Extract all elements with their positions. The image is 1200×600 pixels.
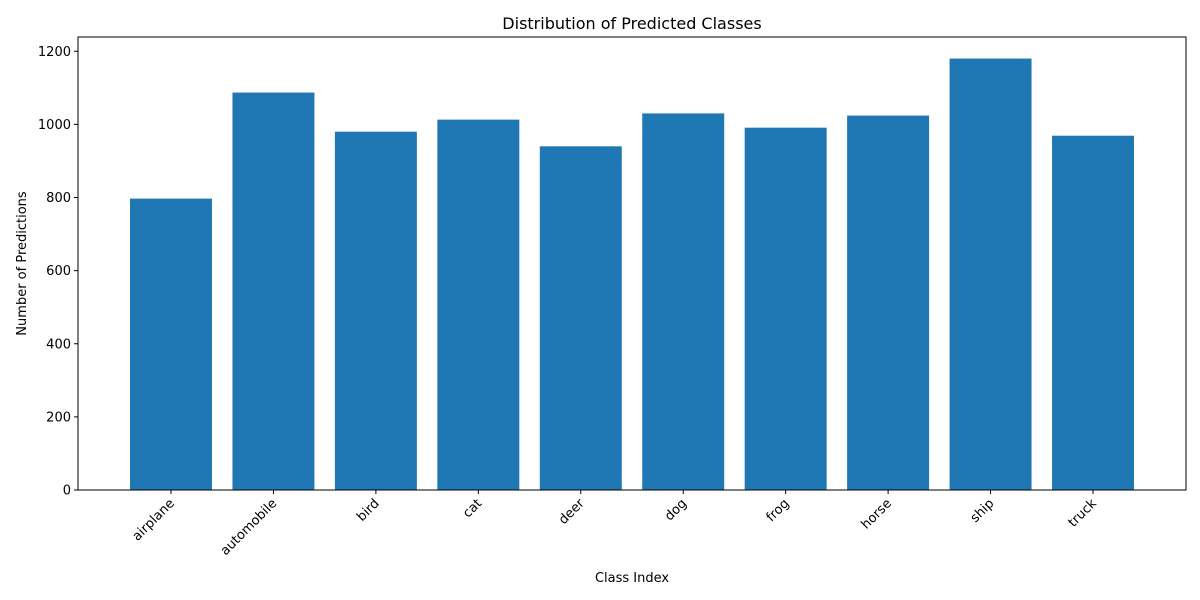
bar-dog — [642, 113, 725, 490]
x-tick-label-cat: cat — [460, 496, 485, 521]
x-tick-label-bird: bird — [354, 496, 382, 524]
bars-group — [130, 58, 1134, 490]
y-axis: 0 200 400 600 800 1000 1200 — [38, 45, 78, 499]
y-tick-label-0: 0 — [63, 484, 71, 499]
bar-horse — [847, 115, 930, 490]
bar-ship — [949, 58, 1032, 490]
chart-title: Distribution of Predicted Classes — [502, 14, 761, 33]
y-tick-label-200: 200 — [46, 410, 71, 425]
x-tick-label-frog: frog — [764, 496, 793, 525]
plot-frame — [77, 36, 1187, 491]
x-tick-label-horse: horse — [859, 496, 895, 532]
y-tick-label-1200: 1200 — [38, 45, 71, 60]
bar-truck — [1052, 135, 1134, 490]
bar-cat — [437, 119, 520, 490]
bar-automobile — [232, 92, 315, 490]
y-tick-label-1000: 1000 — [38, 118, 71, 133]
y-axis-label: Number of Predictions — [15, 191, 30, 336]
bar-deer — [539, 146, 622, 490]
x-axis-label: Class Index — [595, 571, 669, 586]
y-tick-label-600: 600 — [46, 264, 71, 279]
bar-airplane — [130, 198, 212, 490]
x-tick-label-automobile: automobile — [218, 496, 280, 558]
y-tick-label-400: 400 — [46, 337, 71, 352]
y-tick-label-800: 800 — [46, 191, 71, 206]
x-tick-label-truck: truck — [1066, 496, 1101, 531]
x-tick-label-airplane: airplane — [130, 496, 178, 544]
x-tick-label-dog: dog — [662, 496, 690, 524]
x-axis: airplane automobile bird cat deer dog frog hors… — [130, 490, 1100, 559]
x-tick-label-deer: deer — [556, 496, 588, 528]
bar-bird — [334, 131, 417, 490]
bar-frog — [744, 127, 827, 490]
x-tick-label-ship: ship — [968, 496, 998, 526]
